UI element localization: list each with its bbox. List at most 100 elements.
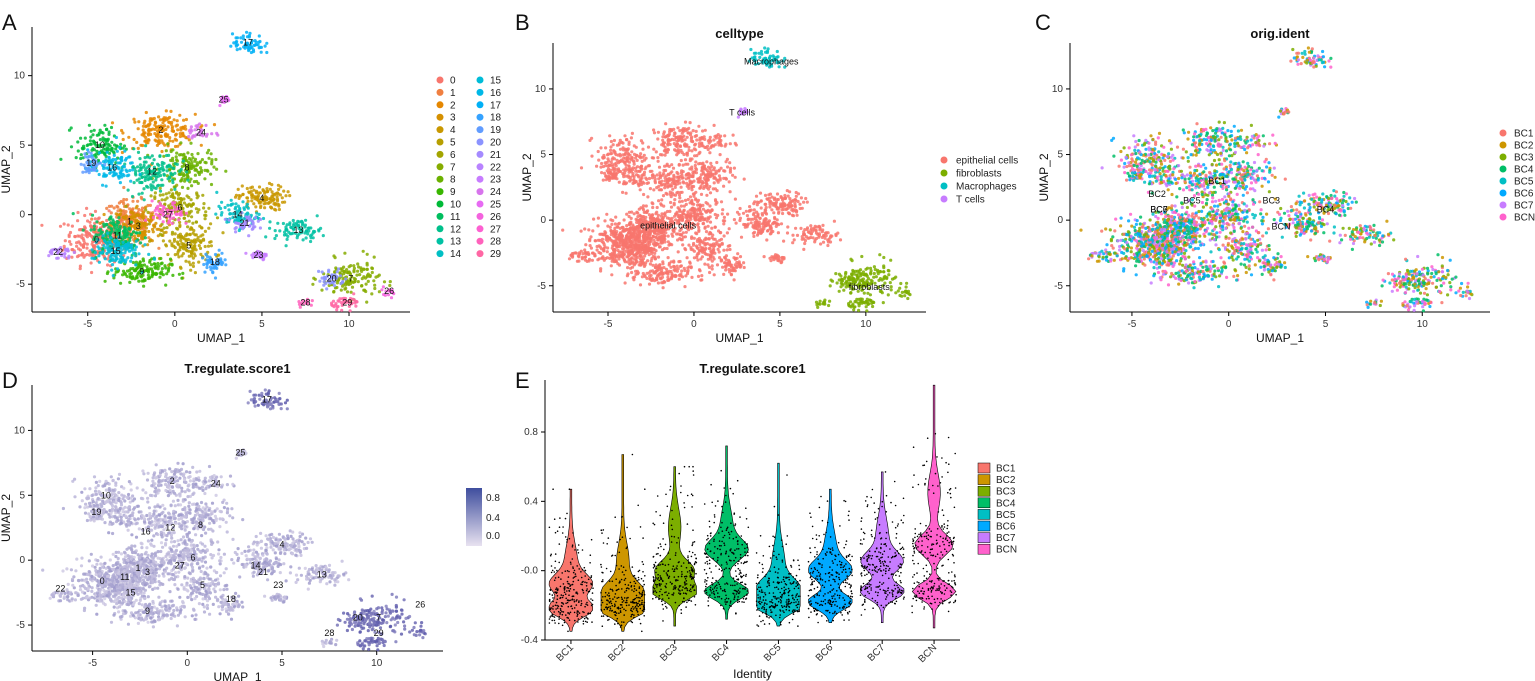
scatter-point bbox=[128, 243, 132, 247]
scatter-point bbox=[728, 161, 732, 165]
scatter-point bbox=[97, 151, 102, 155]
scatter-point bbox=[156, 174, 160, 178]
scatter-point bbox=[187, 134, 191, 139]
scatter-point bbox=[166, 252, 170, 257]
scatter-point bbox=[673, 148, 677, 152]
scatter-point bbox=[169, 158, 173, 162]
scatter-point bbox=[662, 279, 666, 284]
scatter-point bbox=[232, 41, 236, 45]
legend-key bbox=[476, 76, 484, 84]
scatter-point bbox=[722, 184, 726, 188]
scatter-point bbox=[666, 234, 670, 238]
scatter-point bbox=[174, 124, 178, 128]
scatter-point bbox=[159, 134, 163, 138]
scatter-point bbox=[89, 228, 93, 232]
scatter-point bbox=[163, 264, 167, 268]
scatter-point bbox=[365, 275, 369, 279]
scatter-point bbox=[605, 250, 609, 254]
scatter-point bbox=[178, 248, 182, 252]
scatter-point bbox=[105, 271, 109, 276]
scatter-point bbox=[153, 191, 157, 195]
scatter-point bbox=[98, 221, 102, 225]
scatter-point bbox=[168, 176, 172, 180]
scatter-point bbox=[678, 196, 682, 200]
scatter-point bbox=[223, 217, 227, 221]
scatter-point bbox=[123, 236, 127, 240]
scatter-point bbox=[133, 120, 137, 124]
scatter-points bbox=[40, 30, 396, 313]
legend-label: 3 bbox=[450, 113, 456, 124]
scatter-point bbox=[141, 124, 145, 128]
scatter-point bbox=[176, 197, 181, 201]
scatter-point bbox=[120, 255, 124, 259]
scatter-point bbox=[609, 264, 613, 268]
scatter-point bbox=[191, 249, 195, 253]
scatter-point bbox=[150, 212, 154, 216]
scatter-point bbox=[701, 207, 706, 211]
scatter-point bbox=[645, 237, 649, 241]
scatter-point bbox=[716, 243, 720, 247]
scatter-point bbox=[118, 181, 122, 185]
scatter-point bbox=[718, 153, 722, 157]
scatter-point bbox=[678, 129, 682, 133]
scatter-point bbox=[707, 265, 712, 269]
scatter-point bbox=[161, 193, 165, 197]
scatter-point bbox=[257, 212, 261, 216]
scatter-point bbox=[190, 215, 194, 219]
scatter-point bbox=[252, 202, 256, 206]
scatter-point bbox=[169, 109, 173, 113]
scatter-point bbox=[141, 128, 145, 132]
scatter-point bbox=[101, 131, 105, 135]
scatter-point bbox=[703, 262, 707, 266]
scatter-point bbox=[147, 229, 151, 234]
scatter-point bbox=[905, 281, 909, 285]
scatter-point bbox=[179, 126, 183, 130]
scatter-point bbox=[173, 187, 177, 191]
scatter-point bbox=[889, 288, 893, 292]
scatter-point bbox=[151, 127, 155, 131]
legend-label: 14 bbox=[450, 249, 462, 260]
scatter-point bbox=[88, 139, 92, 143]
scatter-point bbox=[77, 247, 81, 251]
scatter-point bbox=[350, 285, 355, 289]
scatter-point bbox=[332, 289, 336, 294]
scatter-point bbox=[107, 217, 111, 221]
scatter-point bbox=[792, 238, 796, 242]
scatter-point bbox=[307, 226, 311, 230]
scatter-point bbox=[719, 231, 723, 235]
scatter-point bbox=[247, 234, 251, 238]
scatter-point bbox=[270, 190, 274, 194]
scatter-point bbox=[236, 204, 240, 208]
legend-label: 26 bbox=[490, 212, 502, 223]
scatter-point bbox=[97, 216, 101, 220]
scatter-point bbox=[121, 131, 125, 135]
scatter-point bbox=[675, 191, 679, 195]
scatter-point bbox=[238, 47, 242, 51]
scatter-point bbox=[128, 207, 132, 211]
scatter-point bbox=[663, 153, 667, 157]
scatter-point bbox=[662, 141, 667, 145]
scatter-point bbox=[161, 121, 165, 125]
scatter-point bbox=[676, 148, 681, 152]
scatter-point bbox=[254, 205, 258, 209]
scatter-point bbox=[303, 223, 307, 227]
scatter-point bbox=[710, 264, 714, 268]
scatter-point bbox=[815, 225, 819, 229]
scatter-point bbox=[657, 177, 661, 181]
scatter-point bbox=[159, 183, 163, 187]
scatter-point bbox=[663, 240, 667, 244]
scatter-point bbox=[234, 221, 238, 225]
scatter-point bbox=[388, 280, 392, 284]
scatter-point bbox=[312, 229, 316, 233]
scatter-point bbox=[119, 209, 123, 213]
scatter-point bbox=[115, 144, 119, 148]
scatter-point bbox=[662, 132, 666, 136]
x-tick-label: -5 bbox=[604, 319, 613, 330]
scatter-point bbox=[667, 277, 671, 282]
scatter-point bbox=[205, 265, 209, 270]
scatter-point bbox=[237, 228, 241, 233]
scatter-point bbox=[167, 266, 171, 270]
scatter-point bbox=[696, 258, 700, 262]
scatter-point bbox=[824, 231, 829, 235]
scatter-point bbox=[819, 242, 823, 246]
